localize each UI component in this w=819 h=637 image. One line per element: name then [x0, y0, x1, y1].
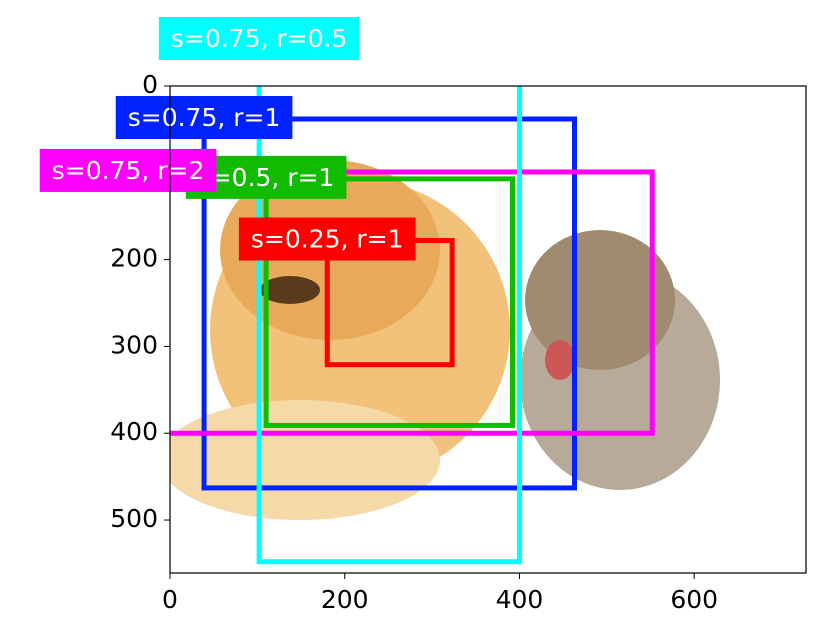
box-label: s=0.75, r=0.5 — [158, 16, 360, 60]
label-background — [39, 148, 217, 192]
boxes — [170, 86, 655, 565]
photo — [170, 86, 806, 573]
box-label-text: s=0.75, r=0.5 — [171, 24, 348, 53]
y-tick-label: 300 — [110, 330, 158, 359]
axes-frame — [169, 85, 807, 574]
y-tick-label: 0 — [142, 70, 158, 99]
x-tick-label: 0 — [162, 585, 178, 614]
anchor-box — [201, 116, 577, 491]
anchor-box — [170, 169, 655, 436]
x-tick-label: 200 — [321, 585, 369, 614]
box-label-text: s=0.75, r=2 — [52, 156, 205, 185]
y-tick-label: 400 — [110, 417, 158, 446]
anchor-box — [263, 176, 515, 428]
box-label: s=0.25, r=1 — [238, 217, 416, 261]
box-label-text: s=0.25, r=1 — [251, 225, 404, 254]
label-background — [115, 95, 293, 139]
label-background — [238, 217, 416, 261]
x-tick-label: 600 — [670, 585, 718, 614]
box-label-text: s=0.75, r=1 — [128, 103, 281, 132]
box-label: s=0.75, r=1 — [115, 95, 293, 139]
x-tick-label: 400 — [496, 585, 544, 614]
y-tick-label: 500 — [110, 504, 158, 533]
anchor-box — [256, 86, 522, 565]
box-label-text: s=0.5, r=1 — [198, 163, 335, 192]
y-tick-label: 200 — [110, 244, 158, 273]
label-background — [158, 16, 360, 60]
box-label: s=0.75, r=2 — [39, 148, 217, 192]
